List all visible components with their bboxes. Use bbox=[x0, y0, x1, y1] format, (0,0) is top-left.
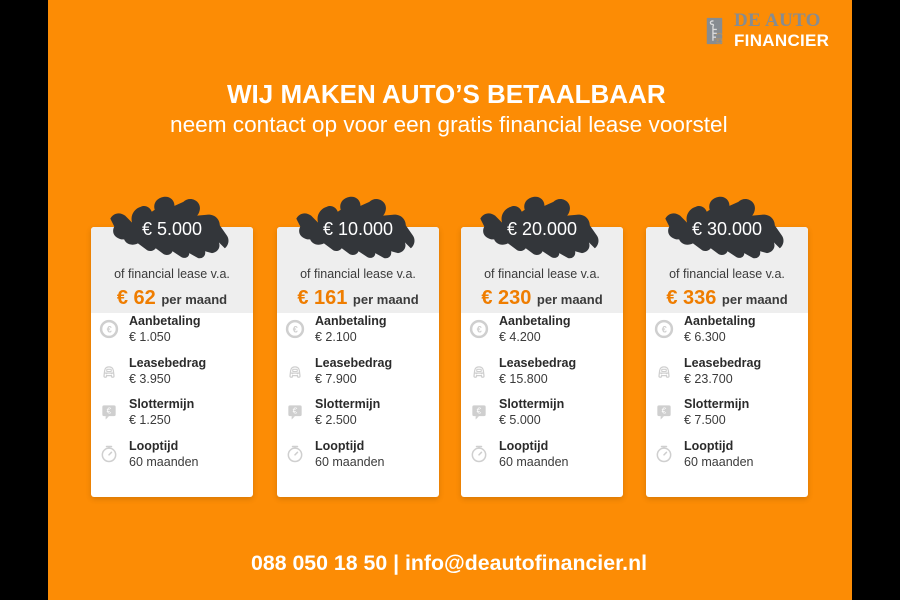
svg-text:€: € bbox=[107, 406, 112, 416]
svg-text:€: € bbox=[662, 325, 667, 335]
svg-text:€: € bbox=[293, 325, 298, 335]
svg-text:€: € bbox=[477, 406, 482, 416]
svg-text:€: € bbox=[662, 406, 667, 416]
svg-text:€: € bbox=[107, 325, 112, 335]
svg-text:€: € bbox=[477, 325, 482, 335]
svg-text:€: € bbox=[293, 406, 298, 416]
